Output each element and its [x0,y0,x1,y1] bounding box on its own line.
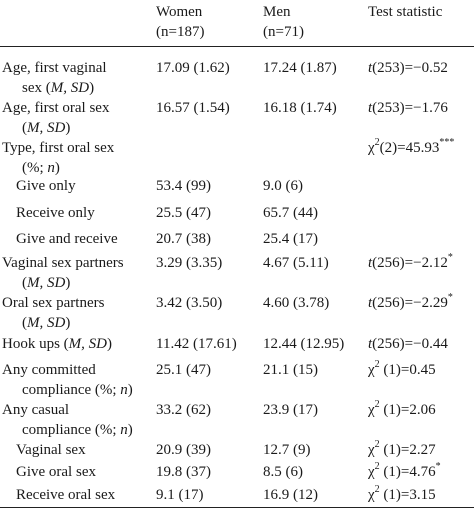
men-value: 16.9 (12) [263,487,318,503]
row-label: Vaginal sex partners (M, SD) [2,253,124,293]
row-label-line2: (%; n) [22,160,60,176]
test-value: χ2 (1)=3.15 [368,484,436,504]
test-value: t(253)=−1.76 [368,100,448,116]
row-label-line1: Oral sex partners [2,295,105,311]
men-value: 17.24 (1.87) [263,60,337,76]
test-value: χ2 (1)=0.45 [368,359,436,379]
women-value: 25.1 (47) [156,362,211,378]
header-test-statistic: Test statistic [368,4,443,20]
women-value: 3.42 (3.50) [156,295,223,311]
row-label: Hook ups (M, SD) [2,336,112,352]
test-value: χ2 (1)=4.76* [368,461,441,481]
test-value: t(256)=−0.44 [368,336,448,352]
women-value: 17.09 (1.62) [156,60,230,76]
men-value: 16.18 (1.74) [263,100,337,116]
row-label: Any committed compliance (%; n) [2,360,133,400]
row-label: Any casual compliance (%; n) [2,400,133,440]
header-men: Men (n=71) [263,2,304,42]
test-value: t(256)=−2.29* [368,292,453,312]
women-value: 33.2 (62) [156,402,211,418]
row-label: Receive only [16,205,95,221]
row-label: Receive oral sex [16,487,116,503]
row-label: Age, first oral sex (M, SD) [2,98,109,138]
significance-marker: * [435,461,441,472]
row-label: Vaginal sex [16,442,86,458]
row-label-line2: sex (M, SD) [22,80,95,96]
men-value: 4.60 (3.78) [263,295,330,311]
row-label-line2: (M, SD) [22,120,71,136]
men-value: 9.0 (6) [263,178,303,194]
row-label-line2: compliance (%; n) [22,382,133,398]
row-label: Give only [16,178,76,194]
row-label-line1: Age, first oral sex [2,100,110,116]
women-value: 9.1 (17) [156,487,204,503]
row-label-line2: (M, SD) [22,275,71,291]
men-value: 23.9 (17) [263,402,318,418]
row-label: Type, first oral sex (%; n) [2,138,114,178]
test-value: χ2 (1)=2.06 [368,399,436,419]
men-value: 12.7 (9) [263,442,311,458]
row-label: Give and receive [16,231,118,247]
men-value: 8.5 (6) [263,464,303,480]
header-women: Women (n=187) [156,2,204,42]
women-value: 20.7 (38) [156,231,211,247]
row-label: Give oral sex [16,464,96,480]
row-label-line1: Type, first oral sex [2,140,115,156]
header-men-n: (n=71) [263,24,304,40]
header-women-n: (n=187) [156,24,205,40]
men-value: 21.1 (15) [263,362,318,378]
women-value: 11.42 (17.61) [156,336,237,352]
row-label: Age, first vaginal sex (M, SD) [2,58,107,98]
women-value: 19.8 (37) [156,464,211,480]
row-label-line1: Age, first vaginal [2,60,107,76]
men-value: 65.7 (44) [263,205,318,221]
men-value: 12.44 (12.95) [263,336,345,352]
significance-marker: * [447,292,453,303]
women-value: 53.4 (99) [156,178,211,194]
men-value: 25.4 (17) [263,231,318,247]
test-value: χ2 (1)=2.27 [368,439,436,459]
row-label-line2: compliance (%; n) [22,422,133,438]
row-label-line1: Any committed [2,362,96,378]
row-label-line1: Vaginal sex partners [2,255,124,271]
row-label-line1: Any casual [2,402,70,418]
test-value: χ2(2)=45.93*** [368,137,455,157]
women-value: 20.9 (39) [156,442,211,458]
women-value: 3.29 (3.35) [156,255,223,271]
significance-marker: * [447,252,453,263]
test-value: t(256)=−2.12* [368,252,453,272]
table-header: Women (n=187) Men (n=71) Test statistic [0,0,474,47]
test-value: t(253)=−0.52 [368,60,448,76]
row-label-line2: (M, SD) [22,315,71,331]
header-men-label: Men [263,4,291,20]
significance-marker: *** [439,137,455,148]
men-value: 4.67 (5.11) [263,255,329,271]
women-value: 16.57 (1.54) [156,100,230,116]
row-label: Oral sex partners (M, SD) [2,293,104,333]
women-value: 25.5 (47) [156,205,211,221]
header-women-label: Women [156,4,203,20]
